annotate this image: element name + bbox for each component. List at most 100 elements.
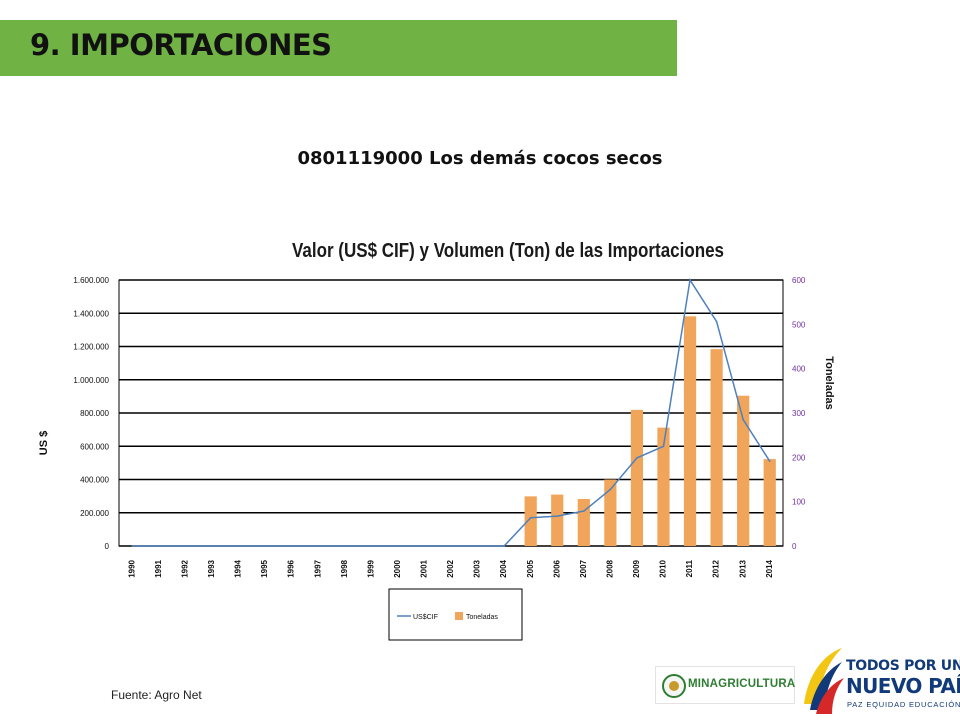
point-us-cif xyxy=(715,320,718,323)
source-note: Fuente: Agro Net xyxy=(111,688,202,702)
y2-tick-label: 500 xyxy=(792,320,806,329)
y2-axis-title: Toneladas xyxy=(823,356,835,410)
legend-label-us-cif: US$CIF xyxy=(413,614,438,621)
bar-toneladas xyxy=(737,395,750,546)
point-us-cif xyxy=(556,515,559,517)
legend-bar-swatch xyxy=(455,612,463,620)
point-us-cif xyxy=(290,545,293,547)
x-tick-label: 2011 xyxy=(685,559,694,577)
bar-toneladas xyxy=(710,349,723,546)
x-tick-label: 2013 xyxy=(738,559,747,577)
point-us-cif xyxy=(768,460,771,463)
x-tick-label: 2002 xyxy=(446,559,455,577)
x-tick-label: 1991 xyxy=(154,559,163,577)
point-us-cif xyxy=(423,545,426,547)
x-tick-label: 2009 xyxy=(632,559,641,577)
x-tick-label: 2012 xyxy=(712,559,721,577)
y-tick-label: 1.000.000 xyxy=(73,376,109,385)
x-tick-label: 1990 xyxy=(127,559,136,577)
x-tick-label: 1994 xyxy=(234,559,243,577)
bar-toneladas xyxy=(524,496,537,546)
x-tick-label: 2006 xyxy=(552,559,561,577)
point-us-cif xyxy=(264,545,266,547)
point-us-cif xyxy=(131,545,134,547)
y-tick-label: 1.200.000 xyxy=(73,343,109,352)
minagricultura-logo: MINAGRICULTURA xyxy=(655,666,795,704)
y-tick-label: 600.000 xyxy=(80,442,109,451)
x-tick-label: 2010 xyxy=(659,559,668,577)
point-us-cif xyxy=(609,488,612,491)
point-us-cif xyxy=(583,510,585,512)
y-tick-label: 0 xyxy=(105,542,110,551)
y-tick-label: 200.000 xyxy=(80,509,109,518)
x-tick-label: 1995 xyxy=(260,559,269,577)
legend-label-toneladas: Toneladas xyxy=(466,614,498,621)
x-tick-label: 2001 xyxy=(420,559,429,577)
bar-toneladas xyxy=(551,494,564,546)
point-us-cif xyxy=(158,545,160,547)
y2-tick-label: 300 xyxy=(792,409,806,418)
x-tick-label: 1996 xyxy=(287,559,296,577)
government-logo: TODOS POR UN NUEVO PAÍS PAZ EQUIDAD EDUC… xyxy=(800,644,960,716)
point-us-cif xyxy=(237,545,240,547)
imports-chart: Valor (US$ CIF) y Volumen (Ton) de las I… xyxy=(38,240,835,641)
y-tick-label: 400.000 xyxy=(80,476,109,485)
chart-title: Valor (US$ CIF) y Volumen (Ton) de las I… xyxy=(292,240,724,262)
bar-toneladas xyxy=(657,427,670,546)
y2-tick-label: 100 xyxy=(792,498,806,507)
x-tick-label: 1997 xyxy=(313,559,322,577)
chart-subtitle: 0801119000 Los demás cocos secos xyxy=(297,148,663,169)
bar-toneladas xyxy=(763,459,776,546)
bar-toneladas xyxy=(630,409,644,546)
bar-toneladas xyxy=(577,499,590,546)
point-us-cif xyxy=(370,545,373,547)
point-us-cif xyxy=(742,418,744,421)
x-tick-label: 1993 xyxy=(207,559,216,577)
y-axis-title: US $ xyxy=(38,431,50,455)
y2-tick-label: 0 xyxy=(792,542,797,551)
x-tick-label: 2005 xyxy=(526,559,535,577)
x-tick-label: 2000 xyxy=(393,559,402,577)
y-tick-label: 1.400.000 xyxy=(73,309,109,318)
point-us-cif xyxy=(476,545,479,547)
point-us-cif xyxy=(397,545,399,547)
y2-tick-label: 600 xyxy=(792,276,806,285)
bar-toneladas xyxy=(604,479,617,546)
point-us-cif xyxy=(636,457,638,459)
point-us-cif xyxy=(343,545,346,547)
point-us-cif xyxy=(662,445,665,448)
header-bar: 9. IMPORTACIONES xyxy=(0,20,677,76)
x-tick-label: 2008 xyxy=(605,559,614,577)
point-us-cif xyxy=(503,545,505,547)
x-tick-label: 2007 xyxy=(579,559,588,577)
point-us-cif xyxy=(450,545,452,547)
y-tick-label: 1.600.000 xyxy=(73,276,109,285)
axes-layer: 0 200.000 400.000 600.000 800.000 1.000.000 1.… xyxy=(38,276,835,578)
point-us-cif xyxy=(211,545,213,547)
point-us-cif xyxy=(184,545,187,547)
point-us-cif xyxy=(529,516,532,519)
chart-legend: US$CIF Toneladas xyxy=(388,588,523,641)
x-tick-label: 1998 xyxy=(340,559,349,577)
y-tick-label: 800.000 xyxy=(80,409,109,418)
y2-tick-label: 400 xyxy=(792,365,806,374)
coat-of-arms-icon xyxy=(662,674,686,698)
flag-swoosh-icon xyxy=(804,648,844,714)
y2-tick-label: 200 xyxy=(792,453,806,462)
x-tick-label: 1992 xyxy=(181,559,190,577)
line-layer xyxy=(131,277,771,547)
gov-logo-line3: PAZ EQUIDAD EDUCACIÓN xyxy=(847,700,960,709)
x-tick-label: 2003 xyxy=(473,559,482,577)
grid-layer xyxy=(118,279,784,547)
point-us-cif xyxy=(317,545,320,547)
gov-logo-line2: NUEVO PAÍS xyxy=(846,674,960,698)
bars-layer xyxy=(524,316,776,546)
page-title: 9. IMPORTACIONES xyxy=(30,28,332,62)
bar-toneladas xyxy=(683,316,697,546)
gov-logo-line1: TODOS POR UN xyxy=(846,658,960,674)
x-tick-label: 2014 xyxy=(765,559,774,577)
x-tick-label: 1999 xyxy=(366,559,375,577)
x-tick-label: 2004 xyxy=(499,559,508,577)
point-us-cif xyxy=(689,279,691,281)
minagricultura-logo-text: MINAGRICULTURA xyxy=(688,678,796,690)
